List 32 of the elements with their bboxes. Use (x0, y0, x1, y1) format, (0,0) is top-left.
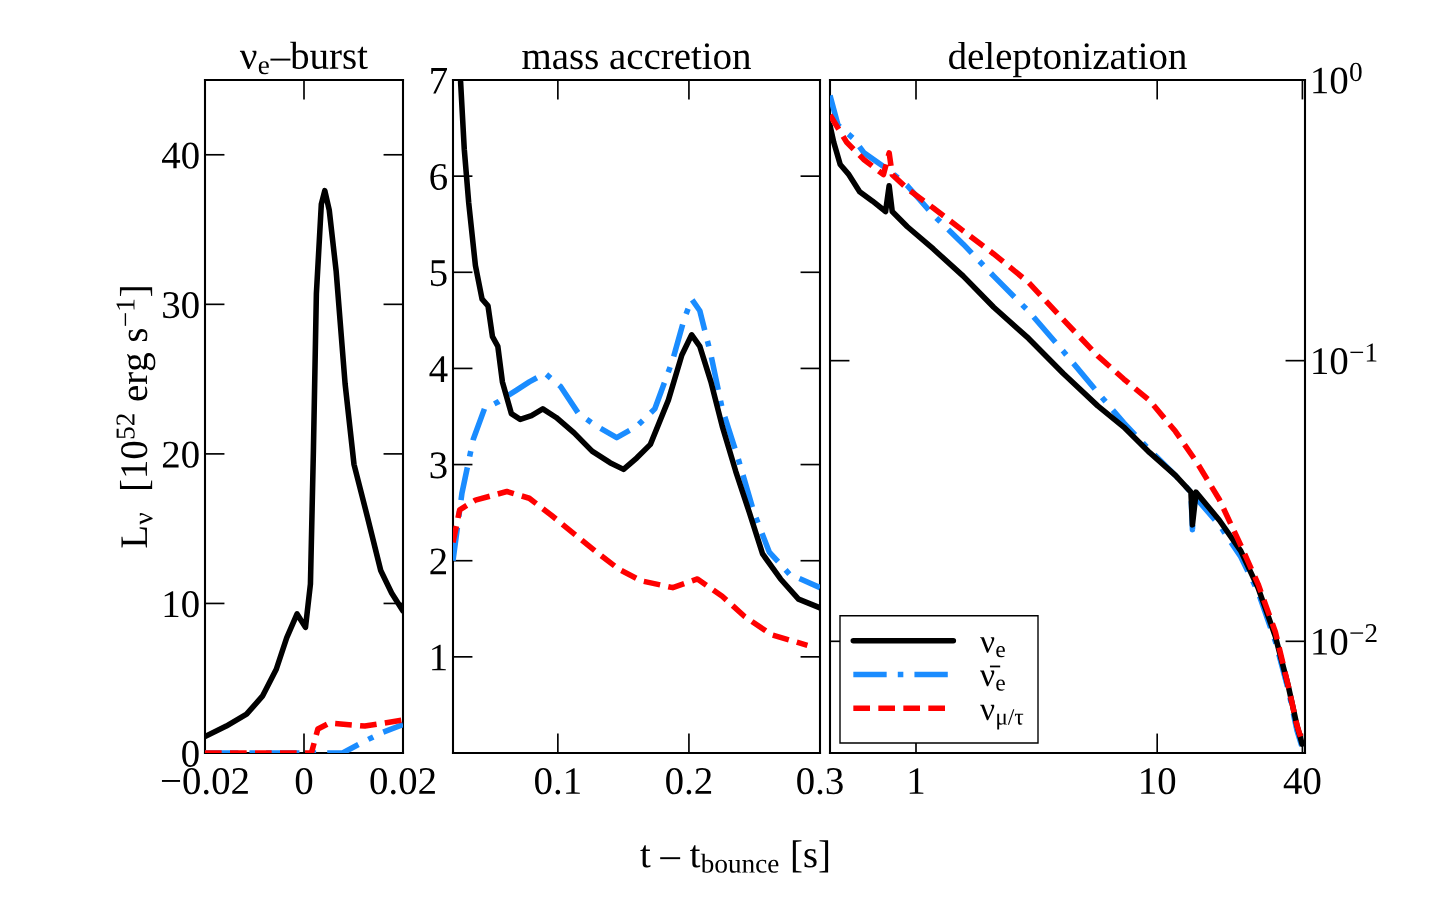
y-tick-label: 1 (432, 644, 446, 671)
y-tick-label: 5 (430, 260, 447, 287)
y-tick-label: 10 (164, 591, 199, 618)
y-tick-label: 40 (162, 142, 199, 169)
x-tick-label: 10 (1141, 768, 1176, 795)
legend-label: ν$_{e}$ (980, 637, 1005, 658)
x-tick-label: 0.02 (370, 768, 435, 795)
y-tick-label: 2 (430, 548, 446, 575)
chart-title: mass accretion (522, 43, 751, 70)
y-tick-label: 0 (182, 740, 199, 767)
chart-title: deleptonization (949, 41, 1187, 78)
legend-label: ν$_{μ/τ}$ (980, 704, 1024, 730)
chart-title: ν$_{e}$–burst (239, 41, 368, 75)
x-tick-label: 0 (295, 768, 313, 795)
x-tick-label: 0.3 (797, 768, 843, 795)
y-tick-label: 30 (163, 291, 199, 319)
y-tick-label: 7 (431, 68, 448, 94)
y-tick-label: 10$^{−2}$ (1313, 624, 1377, 655)
y-tick-label: 4 (429, 356, 448, 382)
x-tick-label: −0.02 (161, 768, 248, 795)
y-tick-label: 10$^{0}$ (1313, 62, 1362, 94)
x-tick-label: 1 (909, 768, 924, 794)
x-tick-label: 40 (1283, 768, 1321, 795)
y-tick-label: 10$^{−1}$ (1313, 343, 1377, 375)
x-tick-label: 0.2 (666, 768, 712, 795)
y-tick-label: 6 (430, 163, 447, 191)
x-tick-label: 0.1 (535, 768, 580, 795)
legend-label: ν̄$_{e}$ (980, 665, 1005, 691)
x-axis-title: t – t$_{bounce}$ [s] (640, 840, 829, 873)
y-axis-title: L$_{ν}$ [10$^{52}$ erg s$^{−1}$] (116, 287, 156, 548)
y-tick-label: 20 (162, 441, 199, 468)
y-tick-label: 3 (430, 452, 447, 479)
